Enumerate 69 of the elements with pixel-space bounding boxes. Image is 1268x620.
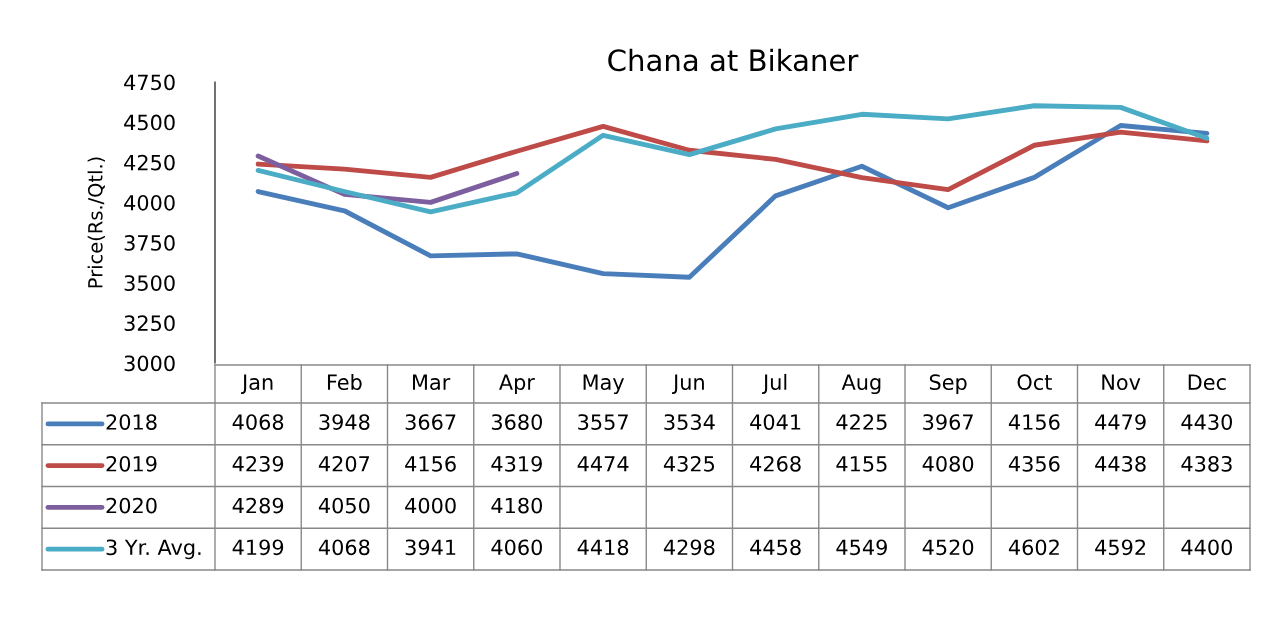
data-label: 4207 xyxy=(318,455,370,472)
y-tick-label: 3250 xyxy=(124,315,175,332)
x-tick-label: Jul xyxy=(761,373,787,394)
legend-label: 2018 xyxy=(106,414,157,430)
data-label: 4474 xyxy=(577,456,629,472)
data-label: 4156 xyxy=(1008,414,1060,430)
data-label: 4319 xyxy=(491,455,542,472)
x-tick-label: Sep xyxy=(929,374,967,395)
x-tick-label: Nov xyxy=(1102,374,1141,391)
data-label: 4080 xyxy=(922,455,974,472)
data-label: 3557 xyxy=(578,414,628,430)
x-tick-label: Dec xyxy=(1188,374,1226,391)
data-label: 4225 xyxy=(836,414,887,430)
data-label: 4199 xyxy=(232,539,284,556)
y-axis-title: Price(Rs./Qtl.) xyxy=(87,157,105,288)
data-label: 3948 xyxy=(319,414,370,430)
data-label: 4000 xyxy=(405,497,456,514)
line-series xyxy=(255,123,1210,193)
data-label: 4430 xyxy=(1181,414,1232,430)
x-tick-label: Jun xyxy=(672,374,704,394)
data-label: 4418 xyxy=(577,539,629,556)
legend-label: 3 Yr. Avg. xyxy=(106,539,201,560)
x-tick-label: Apr xyxy=(499,374,535,395)
x-tick-label: May xyxy=(583,374,625,395)
data-label: 4592 xyxy=(1095,539,1146,556)
data-label: 4268 xyxy=(750,455,801,472)
data-label: 4325 xyxy=(663,455,715,472)
x-tick-label: Jan xyxy=(240,374,273,394)
data-label: 4458 xyxy=(750,539,801,556)
legend-label: 2020 xyxy=(106,497,157,514)
y-tick-label: 4750 xyxy=(124,74,175,91)
data-label: 4289 xyxy=(232,497,284,514)
data-label: 3667 xyxy=(405,414,456,430)
legend-label: 2019 xyxy=(106,455,157,472)
x-tick-label: Feb xyxy=(327,373,362,391)
data-label: 4400 xyxy=(1181,539,1232,556)
data-label: 4041 xyxy=(750,414,801,430)
data-label: 3967 xyxy=(923,414,973,430)
x-tick-label: Oct xyxy=(1017,374,1052,391)
data-label: 4479 xyxy=(1095,414,1146,430)
data-label: 3534 xyxy=(664,414,715,430)
data-label: 4383 xyxy=(1181,455,1232,472)
data-label: 4602 xyxy=(1008,539,1059,556)
data-label: 4298 xyxy=(663,539,715,556)
data-label: 4180 xyxy=(491,497,542,514)
y-tick-label: 3500 xyxy=(124,275,175,291)
line-series xyxy=(255,103,1210,215)
data-label: 4050 xyxy=(318,497,370,514)
data-label: 4438 xyxy=(1095,455,1146,472)
line-series xyxy=(255,123,1210,280)
data-label: 4239 xyxy=(232,455,284,472)
y-tick-label: 3750 xyxy=(124,235,175,251)
x-tick-label: Mar xyxy=(413,374,451,391)
data-label: 4155 xyxy=(836,456,887,472)
data-label: 4060 xyxy=(491,539,542,556)
y-tick-label: 3000 xyxy=(124,355,175,372)
data-label: 3941 xyxy=(405,539,456,556)
data-label: 4520 xyxy=(922,539,974,556)
y-tick-label: 4000 xyxy=(124,194,175,211)
data-label: 3680 xyxy=(491,414,542,430)
y-tick-label: 4500 xyxy=(124,114,175,131)
x-tick-label: Aug xyxy=(841,374,881,395)
data-label: 4156 xyxy=(405,455,456,472)
y-tick-label: 4250 xyxy=(124,154,175,171)
data-label: 4549 xyxy=(836,539,887,556)
data-label: 4068 xyxy=(318,539,370,556)
data-label: 4356 xyxy=(1008,455,1060,472)
chart-title: Chana at Bikaner xyxy=(608,48,859,72)
data-label: 4068 xyxy=(232,414,284,430)
